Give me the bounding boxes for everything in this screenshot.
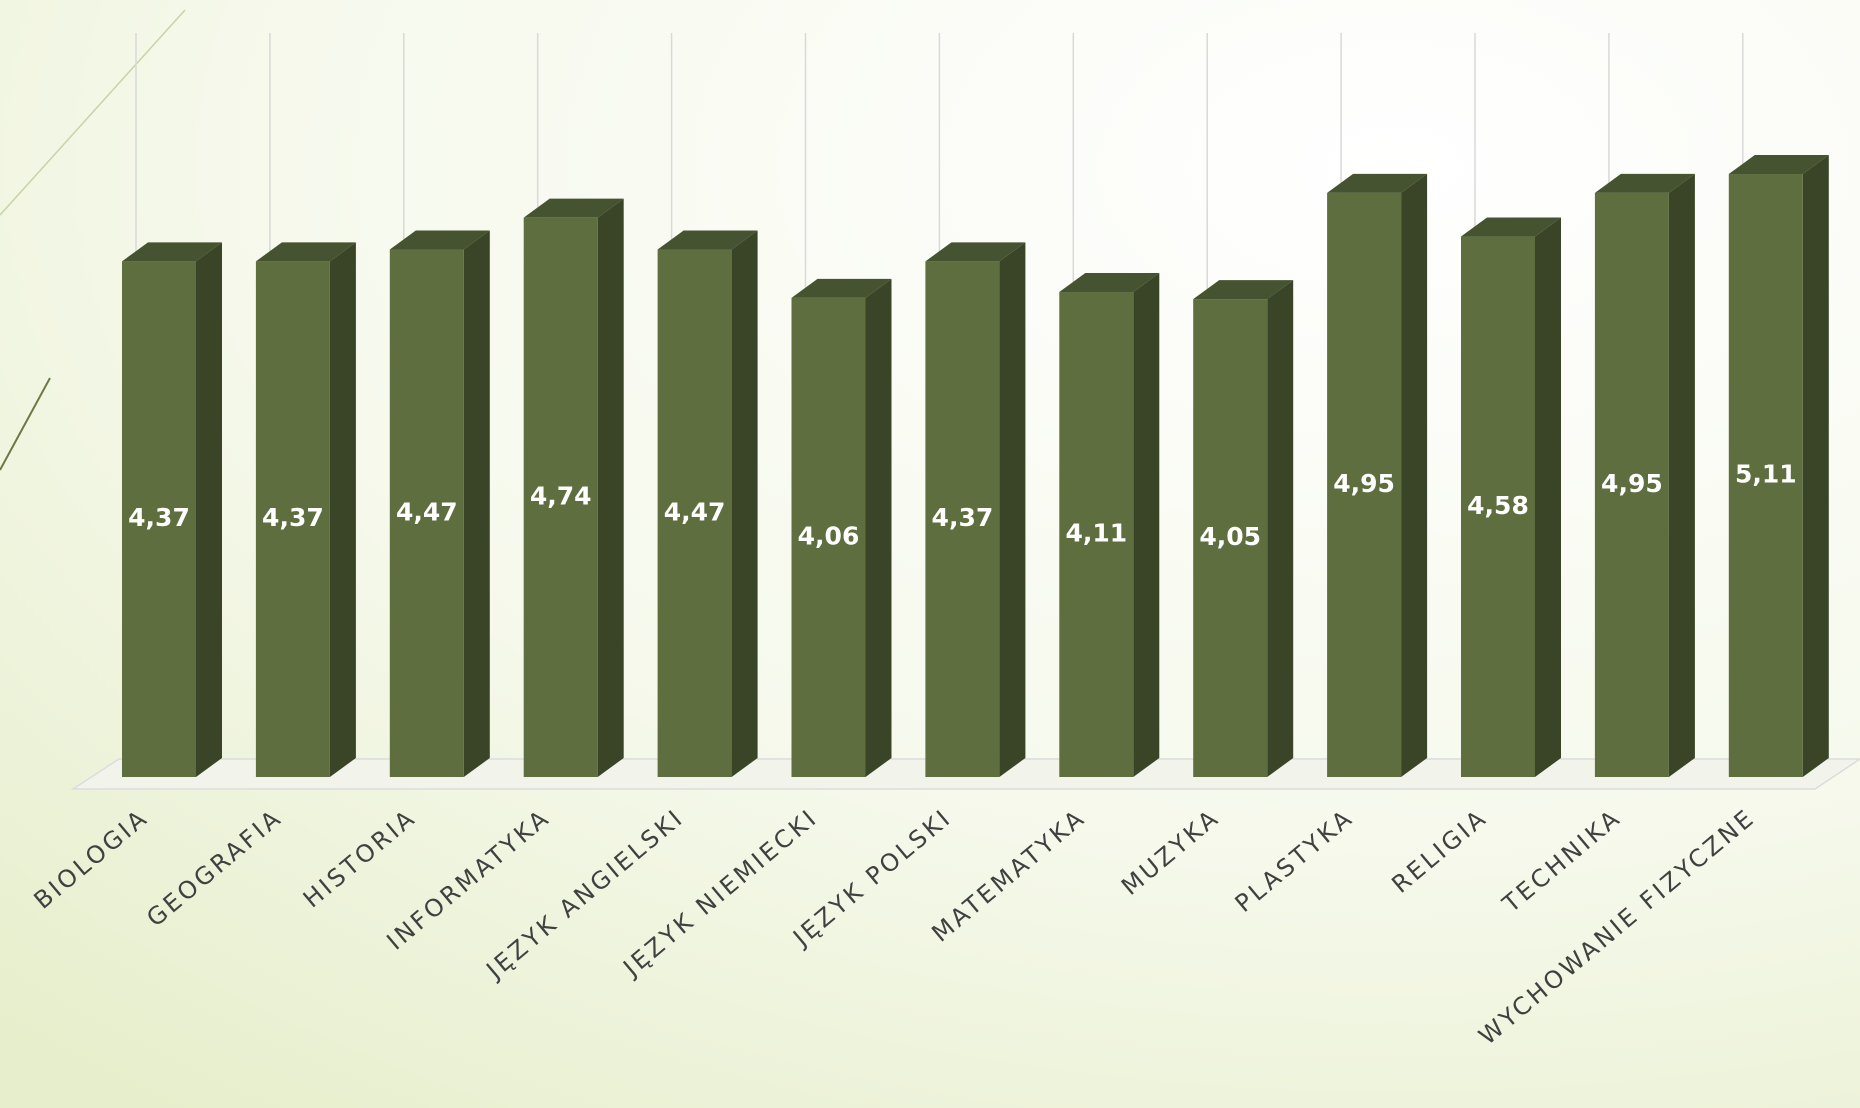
bar-side [731,230,758,778]
bar [389,249,464,778]
bar [1327,192,1402,777]
bar [1728,174,1803,777]
bar-side [1668,173,1695,777]
bar-top [122,242,222,262]
bar-top [657,230,758,250]
bar [925,261,1000,778]
bar-side [865,278,892,777]
bar-side [1802,155,1829,777]
bar-side [597,198,624,777]
value-label: 4,74 [530,481,592,510]
bar [122,261,196,778]
value-label: 4,37 [262,503,324,532]
bar-top [1594,173,1695,193]
bar-side [999,242,1026,778]
value-label: 4,06 [798,521,860,550]
bar-top [1327,173,1428,193]
bar-top [925,242,1026,262]
bar [1193,299,1268,777]
bar-top [1461,217,1561,237]
value-label: 4,58 [1467,491,1529,520]
bar-side [196,242,222,778]
bar-top [389,230,490,250]
decor-line [0,9,186,216]
value-label: 4,37 [932,503,994,532]
bar-top [255,242,356,262]
bar [523,217,598,777]
bar-top [791,278,892,298]
bar [657,249,732,778]
bar-top [523,198,624,218]
bar [791,297,866,777]
value-label: 4,37 [128,503,190,532]
value-label: 4,11 [1065,519,1127,548]
value-label: 4,95 [1601,469,1663,498]
bar [1594,192,1669,777]
bar [255,261,330,778]
bar-side [1267,280,1294,777]
value-label: 4,47 [396,497,458,526]
value-label: 5,11 [1735,460,1797,489]
bar-side [463,230,490,778]
value-label: 4,95 [1333,469,1395,498]
bar [1461,236,1535,777]
bar-side [329,242,356,778]
bar-top [1728,155,1829,175]
decor-line [0,377,51,471]
bar-side [1401,173,1428,777]
bar [1059,292,1134,777]
bar-side [1133,273,1160,777]
bar-top [1059,273,1160,293]
value-label: 4,47 [664,497,726,526]
value-label: 4,05 [1199,522,1261,551]
bar-top [1193,280,1294,300]
bar-side [1535,217,1561,777]
